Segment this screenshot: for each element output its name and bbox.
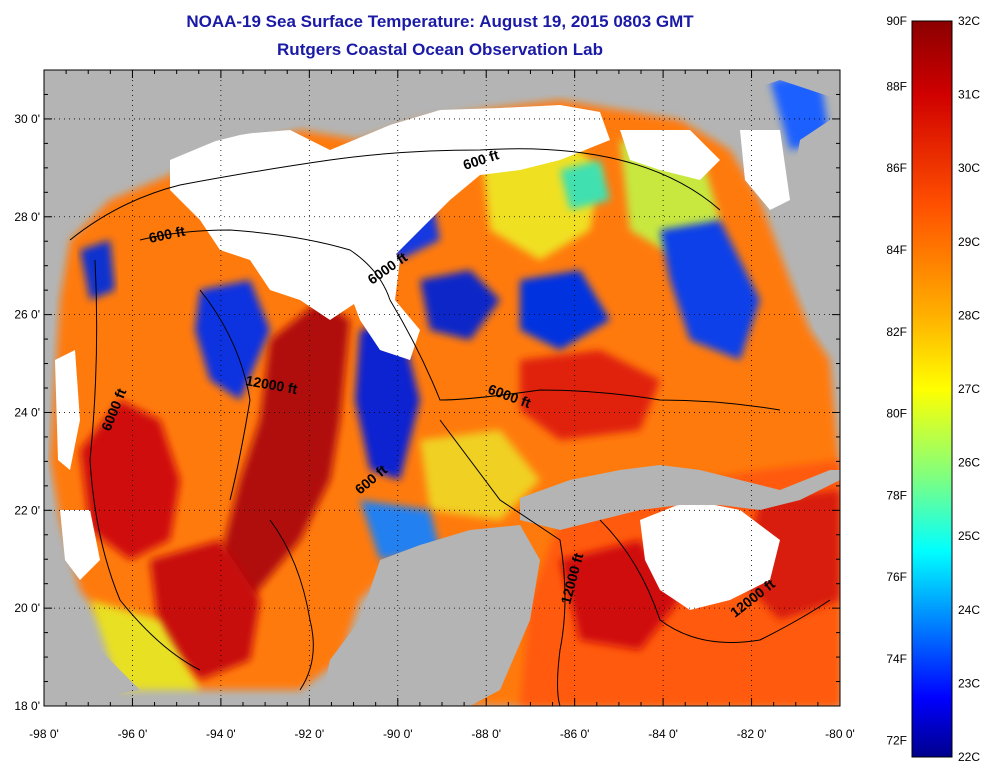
axis-ticks — [43, 69, 841, 707]
colorbar-celsius-label: 25C — [958, 529, 980, 543]
land-cuba — [520, 465, 840, 530]
land-yucatan — [320, 525, 540, 706]
lon-tick-label: -82 0' — [737, 727, 767, 741]
warm-core-central — [220, 300, 350, 600]
cloud-southwest — [60, 510, 100, 580]
colorbar-fahrenheit-label: 74F — [886, 652, 907, 666]
teal-patch-2 — [560, 160, 610, 210]
contour-label: 600 ft — [147, 223, 186, 246]
lat-tick-label: 24 0' — [14, 405, 40, 419]
cool-zone-loop — [420, 430, 540, 520]
lon-tick-label: -92 0' — [295, 727, 325, 741]
colorbar-celsius-label: 29C — [958, 235, 980, 249]
colorbar-fahrenheit-label: 88F — [886, 79, 907, 93]
lat-tick-label: 30 0' — [14, 112, 40, 126]
lon-tick-label: -98 0' — [29, 727, 59, 741]
land-florida — [790, 110, 840, 350]
lat-tick-label: 26 0' — [14, 308, 40, 322]
colorbar-labels: 32C 31C 30C 29C 28C 27C 26C 25C 24C 23C 22C 90F 88F 8… — [886, 14, 980, 764]
cloud-cuba — [640, 500, 780, 610]
warm-core-east — [520, 350, 660, 440]
lon-tick-label: -84 0' — [648, 727, 678, 741]
lon-tick-label: -88 0' — [471, 727, 501, 741]
cold-patch-4 — [520, 270, 610, 350]
land-us-north — [44, 70, 840, 230]
colorbar-celsius-label: 22C — [958, 750, 980, 764]
cold-patch-7 — [80, 240, 115, 300]
colorbar-celsius-label: 32C — [958, 14, 980, 28]
cold-patch-3 — [420, 270, 500, 340]
colorbar-fahrenheit-label: 84F — [886, 243, 907, 257]
colorbar-fahrenheit-label: 90F — [886, 14, 907, 28]
lat-tick-label: 22 0' — [14, 503, 40, 517]
lat-tick-label: 20 0' — [14, 601, 40, 615]
colorbar-celsius-label: 30C — [958, 161, 980, 175]
colorbar-celsius-label: 24C — [958, 603, 980, 617]
cold-patch-5 — [660, 220, 760, 360]
warm-core-west — [80, 400, 180, 560]
colorbar — [911, 20, 953, 758]
colorbar-celsius-label: 23C — [958, 676, 980, 690]
warm-core-caribbean-east — [740, 490, 840, 620]
cloud-east — [740, 130, 790, 210]
colorbar-fahrenheit-label: 82F — [886, 325, 907, 339]
map-subtitle: Rutgers Coastal Ocean Observation Lab — [277, 40, 603, 59]
cloud-north-east — [620, 130, 720, 180]
lat-tick-label: 28 0' — [14, 210, 40, 224]
warm-core-south — [150, 540, 260, 680]
bathymetry-contours — [69, 148, 831, 706]
lon-tick-label: -90 0' — [383, 727, 413, 741]
colorbar-celsius-label: 26C — [958, 456, 980, 470]
colorbar-fahrenheit-label: 80F — [886, 407, 907, 421]
colorbar-celsius-label: 27C — [958, 382, 980, 396]
lon-tick-label: -86 0' — [560, 727, 590, 741]
map-title: NOAA-19 Sea Surface Temperature: August … — [186, 12, 694, 31]
cloud-central — [340, 230, 420, 360]
lon-tick-label: -94 0' — [206, 727, 236, 741]
cold-patch-1 — [195, 280, 270, 400]
lat-axis: 30 0' 28 0' 26 0' 24 0' 22 0' 20 0' 18 0' — [14, 112, 40, 713]
land-mexico-west — [44, 220, 140, 706]
colorbar-celsius-label: 31C — [958, 88, 980, 102]
colorbar-fahrenheit-label: 76F — [886, 570, 907, 584]
colorbar-fahrenheit-label: 72F — [886, 734, 907, 748]
lon-tick-label: -80 0' — [825, 727, 855, 741]
lon-axis: -98 0' -96 0' -94 0' -92 0' -90 0' -88 0' -86 … — [29, 727, 855, 741]
cloud-west — [55, 350, 80, 470]
colorbar-fahrenheit-label: 86F — [886, 161, 907, 175]
colorbar-celsius-label: 28C — [958, 308, 980, 322]
colorbar-fahrenheit-label: 78F — [886, 488, 907, 502]
cloud-north — [170, 105, 610, 320]
lon-tick-label: -96 0' — [118, 727, 148, 741]
lat-lon-grid — [44, 70, 840, 706]
cold-patch-2 — [355, 320, 420, 480]
lat-tick-label: 18 0' — [14, 699, 40, 713]
